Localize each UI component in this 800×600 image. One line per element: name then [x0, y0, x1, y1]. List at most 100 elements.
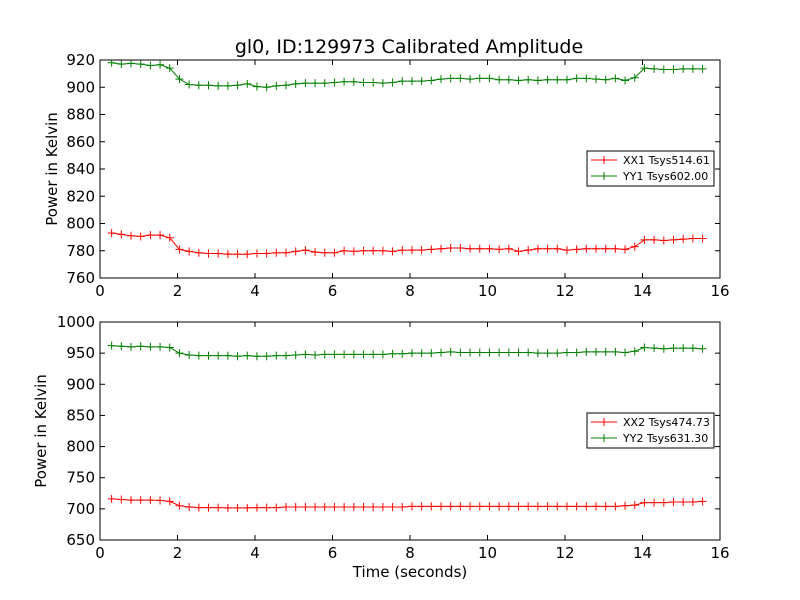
- data-point: [127, 496, 135, 505]
- data-point: [311, 502, 320, 511]
- data-point: [388, 502, 397, 511]
- data-point: [456, 348, 465, 357]
- data-point: [262, 83, 271, 92]
- data-point: [398, 349, 407, 358]
- data-point: [107, 341, 116, 350]
- data-point: [659, 498, 668, 507]
- y-tick-label: 950: [66, 344, 95, 362]
- data-point: [446, 347, 455, 356]
- y-tick-label: 800: [66, 215, 95, 233]
- x-tick-label: 4: [250, 282, 260, 300]
- data-point: [320, 248, 329, 257]
- data-point: [485, 502, 494, 511]
- data-point: [543, 502, 552, 511]
- bottom-chart-x-axis-title: Time (seconds): [352, 563, 468, 581]
- data-point: [243, 503, 252, 512]
- data-point: [359, 502, 368, 511]
- data-point: [562, 246, 571, 255]
- top-legend-label-xx1: XX1 Tsys514.61: [623, 154, 710, 167]
- x-tick-label: 8: [405, 544, 415, 562]
- top-legend-label-yy1: YY1 Tsys602.00: [622, 170, 708, 183]
- top-chart: gl0, ID:129973 Calibrated Amplitude Powe…: [43, 36, 730, 300]
- data-point: [485, 348, 494, 357]
- data-point: [446, 244, 455, 253]
- data-point: [127, 342, 135, 351]
- y-tick-label: 840: [66, 160, 95, 178]
- data-point: [340, 502, 349, 511]
- data-point: [156, 342, 165, 351]
- data-point: [359, 350, 368, 359]
- data-point: [437, 502, 445, 511]
- data-point: [611, 347, 620, 356]
- data-point: [136, 60, 145, 69]
- data-point: [340, 77, 349, 86]
- data-point: [223, 81, 232, 90]
- data-point: [572, 74, 581, 83]
- x-tick-label: 10: [478, 282, 497, 300]
- data-point: [611, 502, 620, 511]
- data-point: [233, 81, 242, 90]
- data-point: [592, 502, 600, 511]
- data-point: [233, 503, 242, 512]
- data-point: [146, 342, 155, 351]
- data-point: [311, 248, 320, 257]
- data-point: [427, 502, 436, 511]
- data-point: [669, 65, 678, 74]
- data-point: [495, 348, 504, 357]
- data-point: [437, 75, 445, 84]
- data-point: [378, 246, 387, 255]
- data-point: [107, 229, 116, 238]
- x-tick-label: 14: [633, 544, 652, 562]
- data-point: [214, 81, 223, 90]
- data-point: [398, 502, 407, 511]
- data-point: [495, 75, 504, 84]
- data-point: [688, 64, 697, 73]
- data-point: [185, 502, 194, 511]
- y-tick-label: 880: [66, 106, 95, 124]
- data-point: [407, 246, 416, 255]
- data-point: [679, 498, 688, 507]
- data-point: [136, 232, 145, 241]
- data-point: [272, 503, 281, 512]
- data-point: [136, 342, 145, 351]
- data-point: [688, 498, 697, 507]
- data-point: [262, 249, 271, 258]
- data-point: [330, 502, 339, 511]
- data-point: [504, 348, 513, 357]
- data-point: [243, 79, 252, 88]
- data-point: [291, 502, 300, 511]
- data-point: [475, 502, 484, 511]
- data-point: [320, 79, 329, 88]
- data-point: [252, 352, 261, 361]
- x-tick-label: 12: [555, 544, 574, 562]
- data-point: [533, 76, 542, 85]
- data-point: [378, 350, 387, 359]
- data-point: [301, 79, 310, 88]
- data-point: [427, 349, 436, 358]
- y-tick-label: 820: [66, 187, 95, 205]
- data-point: [291, 351, 300, 360]
- data-point: [582, 244, 591, 253]
- data-point: [194, 351, 203, 360]
- data-point: [572, 348, 581, 357]
- x-tick-label: 16: [710, 282, 729, 300]
- data-point: [194, 81, 203, 90]
- data-point: [621, 245, 630, 254]
- data-point: [369, 246, 378, 255]
- data-point: [601, 75, 610, 84]
- data-point: [543, 244, 552, 253]
- data-point: [417, 246, 426, 255]
- bottom-chart-y-axis-title: Power in Kelvin: [32, 374, 50, 488]
- data-point: [349, 77, 358, 86]
- data-point: [175, 75, 184, 84]
- data-point: [340, 350, 349, 359]
- data-point: [650, 64, 659, 73]
- data-point: [562, 502, 571, 511]
- data-point: [456, 244, 465, 253]
- data-point: [427, 76, 436, 85]
- data-point: [369, 78, 378, 87]
- data-point: [204, 351, 213, 360]
- data-point: [378, 79, 387, 88]
- data-point: [475, 348, 484, 357]
- bottom-legend-label-xx2: XX2 Tsys474.73: [623, 416, 710, 429]
